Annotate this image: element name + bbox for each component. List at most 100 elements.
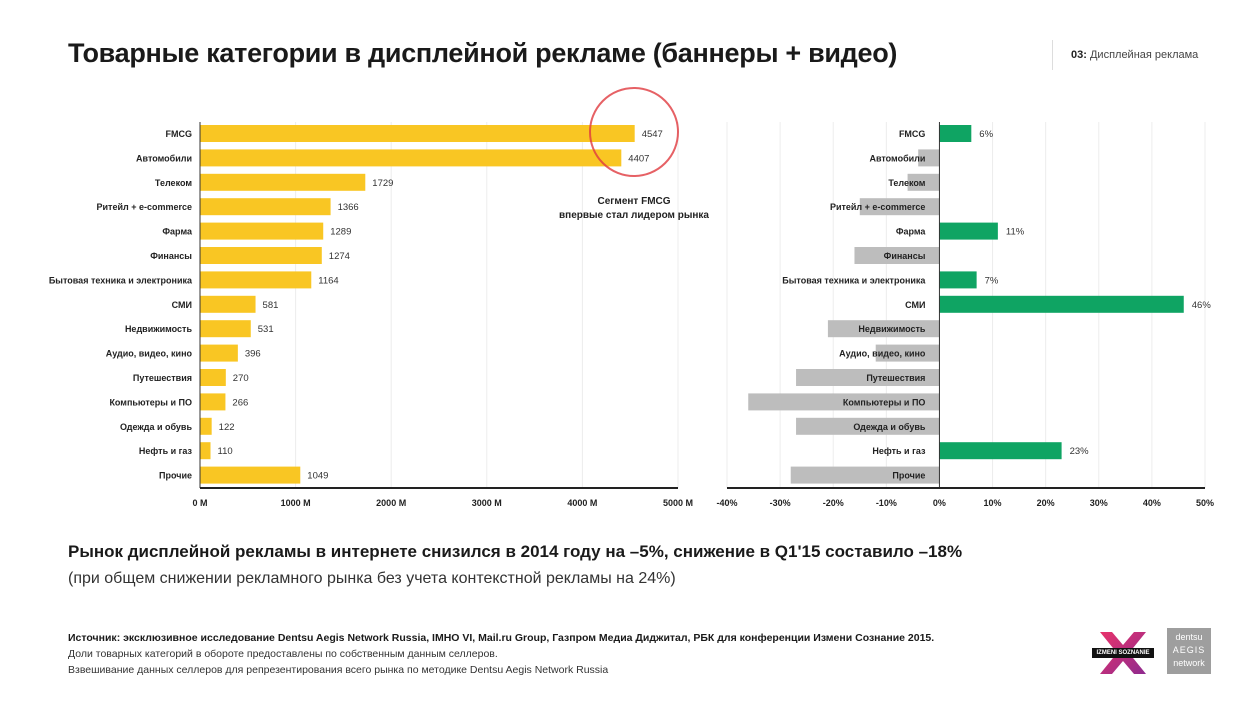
dentsu-logo-line-2: AEGIS xyxy=(1172,645,1206,655)
data-label: 46% xyxy=(1192,300,1212,311)
data-label: 110 xyxy=(218,446,233,457)
bar-positive xyxy=(939,125,972,142)
x-tick-label: 5000 M xyxy=(663,498,693,508)
category-label: Фарма xyxy=(896,227,927,237)
bar-positive xyxy=(939,271,977,289)
bar xyxy=(200,247,322,264)
source-line-3: Взвешивание данных селлеров для репрезен… xyxy=(68,664,609,676)
category-label: Телеком xyxy=(155,178,192,188)
category-label: Ритейл + e-commerce xyxy=(830,202,925,212)
data-label: 122 xyxy=(219,422,235,433)
x-tick-label: 3000 M xyxy=(472,498,502,508)
bar xyxy=(200,271,312,289)
category-label: Прочие xyxy=(892,471,925,481)
bar xyxy=(200,173,366,191)
data-label: 1289 xyxy=(330,227,351,238)
source-notes: Источник: эксклюзивное исследование Dent… xyxy=(68,630,934,678)
section-label: 03: Дисплейная реклама xyxy=(1052,40,1198,70)
bar-negative xyxy=(875,344,940,362)
category-label: Путешествия xyxy=(866,373,925,383)
data-label: 23% xyxy=(1070,446,1090,457)
category-label: СМИ xyxy=(905,300,925,310)
bar xyxy=(200,369,226,386)
data-label: 6% xyxy=(979,129,993,140)
bar-negative xyxy=(859,198,940,216)
bar-positive xyxy=(939,442,1062,460)
data-label: 1164 xyxy=(318,275,338,286)
x-tick-label: 50% xyxy=(1196,498,1214,508)
data-label: 270 xyxy=(233,373,249,384)
data-label: 1049 xyxy=(307,471,328,482)
category-label: Недвижимость xyxy=(125,324,193,334)
x-tick-label: 0% xyxy=(933,498,946,508)
x-tick-label: 10% xyxy=(984,498,1002,508)
category-label: Прочие xyxy=(159,471,192,481)
data-label: 11% xyxy=(1006,227,1025,238)
category-label: Компьютеры и ПО xyxy=(109,397,192,407)
data-label: 1729 xyxy=(372,178,393,189)
x-tick-label: 2000 M xyxy=(376,498,406,508)
category-label: FMCG xyxy=(166,129,193,139)
summary-headline: Рынок дисплейной рекламы в интернете сни… xyxy=(68,542,963,561)
x-tick-label: 40% xyxy=(1143,498,1161,508)
data-label: 4407 xyxy=(628,153,649,164)
bar-negative xyxy=(748,393,940,411)
category-label: Аудио, видео, кино xyxy=(839,349,926,359)
x-tick-label: -30% xyxy=(770,498,791,508)
data-label: 396 xyxy=(245,349,261,360)
data-label: 7% xyxy=(985,275,999,286)
x-tick-label: -10% xyxy=(876,498,897,508)
category-label: Телеком xyxy=(888,178,925,188)
dentsu-logo-line-1: dentsu xyxy=(1175,632,1203,642)
bar xyxy=(200,417,212,435)
x-tick-label: 1000 M xyxy=(281,498,311,508)
source-line-2: Доли товарных категорий в обороте предос… xyxy=(68,648,498,660)
bar-negative xyxy=(907,173,940,191)
annotation-line-1: Сегмент FMCG xyxy=(597,196,670,207)
highlight-circle xyxy=(589,87,679,177)
category-label: Одежда и обувь xyxy=(853,422,925,432)
x-tick-label: 4000 M xyxy=(567,498,597,508)
data-label: 4547 xyxy=(642,129,663,140)
x-tick-label: 30% xyxy=(1090,498,1108,508)
category-label: СМИ xyxy=(172,300,192,310)
bar-positive xyxy=(939,222,998,240)
section-name: Дисплейная реклама xyxy=(1089,49,1199,61)
section-number: 03: xyxy=(1071,49,1087,61)
bar-negative xyxy=(796,417,940,435)
category-label: Нефть и газ xyxy=(139,446,193,456)
dentsu-logo-line-3: network xyxy=(1173,658,1205,668)
category-label: Фарма xyxy=(162,227,193,237)
x-tick-label: -40% xyxy=(716,498,737,508)
data-label: 581 xyxy=(263,300,279,311)
charts-area: 0 M 1000 M 2000 M 3000 M 4000 M 5000 M FMCG 454… xyxy=(49,87,1214,508)
bar-negative xyxy=(796,369,940,386)
data-label: 1366 xyxy=(338,202,359,213)
x-tick-label: -20% xyxy=(823,498,844,508)
bar xyxy=(200,149,622,167)
category-label: FMCG xyxy=(899,129,926,139)
dentsu-aegis-logo: dentsu AEGIS network xyxy=(1167,628,1211,674)
category-label: Аудио, видео, кино xyxy=(106,349,193,359)
page-title: Товарные категории в дисплейной рекламе … xyxy=(68,38,898,68)
bar xyxy=(200,320,251,338)
category-label: Недвижимость xyxy=(858,324,926,334)
bar-negative xyxy=(790,466,940,484)
category-label: Бытовая техника и электроника xyxy=(782,275,926,285)
bar xyxy=(200,125,635,142)
bar xyxy=(200,344,238,362)
bar xyxy=(200,393,226,411)
annotation-line-2: впервые стал лидером рынка xyxy=(559,210,709,221)
bar xyxy=(200,442,211,460)
category-label: Автомобили xyxy=(869,153,925,163)
bar xyxy=(200,466,301,484)
category-label: Ритейл + e-commerce xyxy=(97,202,192,212)
izmeni-soznanie-logo: IZMENI SOZNANIE xyxy=(1092,628,1154,678)
bar-positive xyxy=(939,295,1184,313)
summary-subline: (при общем снижении рекламного рынка без… xyxy=(68,570,676,587)
bar xyxy=(200,295,256,313)
category-label: Компьютеры и ПО xyxy=(843,397,926,407)
bar-negative xyxy=(827,320,940,338)
left-chart: 0 M 1000 M 2000 M 3000 M 4000 M 5000 M FMCG 454… xyxy=(49,87,709,508)
category-label: Финансы xyxy=(884,251,926,261)
